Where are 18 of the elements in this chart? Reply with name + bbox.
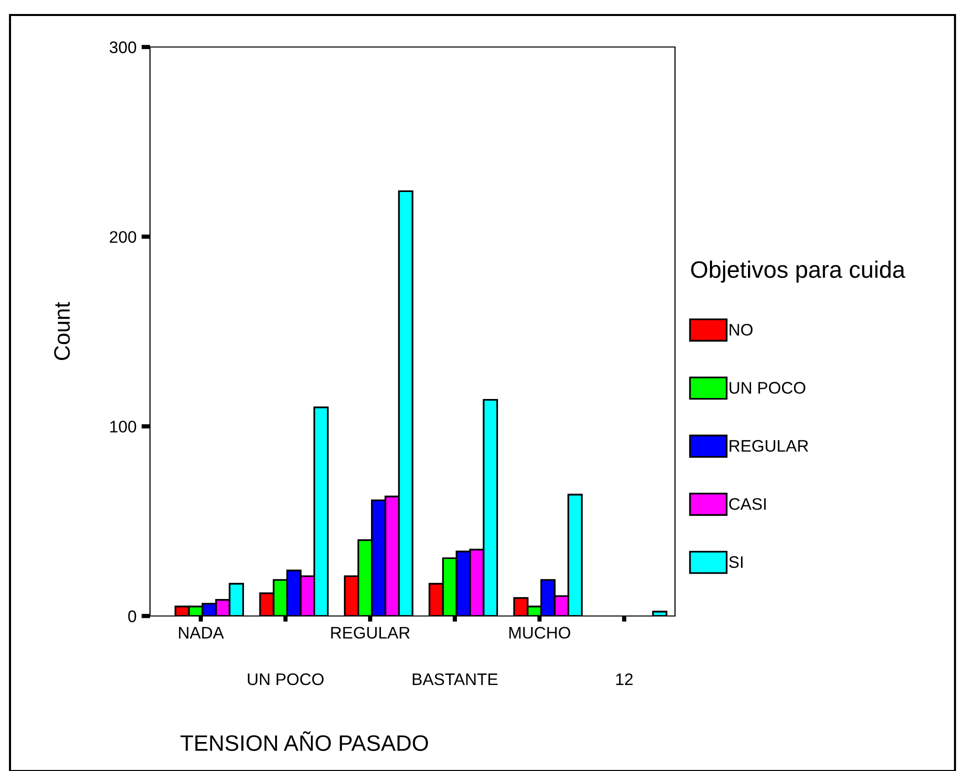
- x-tick-label: NADA: [179, 627, 224, 638]
- legend-label: SI: [729, 556, 743, 568]
- y-axis-title: Count: [54, 302, 70, 360]
- x-tick-label: REGULAR: [331, 626, 410, 639]
- x-tick-label: UN POCO: [248, 673, 324, 686]
- x-tick-label: 12: [616, 673, 633, 686]
- legend-label: NO: [730, 324, 753, 336]
- y-tick-label: 0: [128, 610, 136, 622]
- y-tick-label: 100: [110, 420, 136, 433]
- legend-label: UN POCO: [730, 382, 806, 394]
- y-tick-label: 300: [110, 41, 136, 54]
- x-axis-title: TENSION AÑO PASADO: [180, 731, 428, 751]
- legend-label: CASI: [729, 498, 766, 510]
- y-tick-label: 200: [110, 231, 136, 243]
- x-tick-label: BASTANTE: [412, 673, 498, 686]
- legend-title: Objetivos para cuida: [691, 260, 906, 283]
- legend-label: REGULAR: [730, 440, 808, 452]
- x-tick-label: MUCHO: [509, 626, 570, 639]
